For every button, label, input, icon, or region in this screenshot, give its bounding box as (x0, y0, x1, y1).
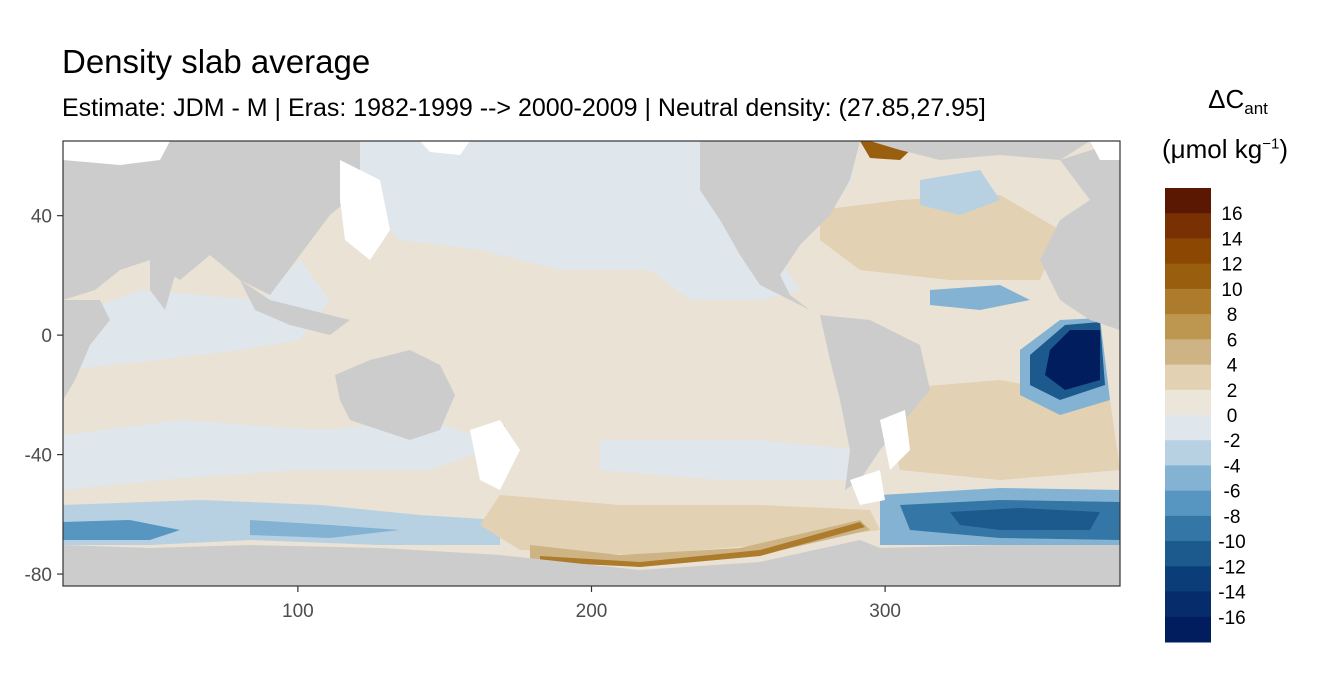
colorbar-swatch (1165, 364, 1211, 391)
y-tick-label: 0 (41, 326, 52, 347)
x-tick-label: 300 (869, 601, 901, 622)
no-data-tasman (470, 420, 520, 490)
no-data-bering (420, 141, 470, 155)
colorbar-tick-label: 14 (1221, 229, 1243, 250)
colorbar-tick-label: -10 (1218, 532, 1245, 553)
colorbar-tick-label: -4 (1224, 456, 1241, 477)
colorbar-swatch (1165, 515, 1211, 542)
chart-subtitle: Estimate: JDM - M | Eras: 1982-1999 --> … (62, 94, 986, 122)
no-data-asia-margin (340, 160, 390, 260)
colorbar-tick-label: 8 (1227, 305, 1238, 326)
colorbar-swatch (1165, 541, 1211, 567)
colorbar-swatch (1165, 213, 1211, 239)
x-tick-label: 100 (282, 601, 314, 622)
region-southern-indian-deep (63, 520, 180, 540)
legend-title-delta: ΔC (1208, 84, 1245, 114)
legend-title-unit: (μmol kg−1) (1162, 134, 1322, 165)
chart-title: Density slab average (62, 43, 371, 80)
y-tick-label: 40 (31, 207, 52, 228)
colorbar-tick-label: 6 (1227, 330, 1238, 351)
land-africa-east (63, 300, 110, 400)
colorbar-tick-label: -2 (1224, 431, 1241, 452)
no-data-arctic (63, 141, 170, 165)
y-tick-label: -80 (25, 565, 52, 586)
region-weddell-deep (950, 508, 1100, 530)
no-data-layer (63, 141, 1120, 505)
region-southern-indian-deep-2 (250, 520, 400, 538)
land-layer (63, 141, 1120, 586)
no-data-hudson (1090, 141, 1120, 160)
legend-unit-prefix: (μmol kg (1162, 134, 1263, 164)
colorbar-tick-label: 0 (1227, 406, 1238, 427)
legend-unit-suffix: ) (1279, 134, 1288, 164)
region-labrador-sea (920, 170, 1000, 215)
colorbar-swatch (1165, 415, 1211, 441)
land-south-america (820, 315, 930, 490)
legend-title-symbol: ΔCant (1168, 84, 1308, 119)
colorbar-tick-label: 2 (1227, 381, 1238, 402)
land-se-asia (240, 280, 350, 335)
colorbar-swatch (1165, 339, 1211, 366)
no-data-chile (850, 470, 885, 505)
region-ross-shelf-edge (540, 522, 865, 567)
region-south-pacific-band (600, 440, 860, 480)
colorbar-swatch (1165, 263, 1211, 290)
colorbar-tick-label: -6 (1224, 482, 1241, 503)
colorbar-tick-label: -12 (1218, 557, 1245, 578)
colorbar-tick-label: -8 (1224, 507, 1241, 528)
region-north-atlantic-tan (820, 195, 1060, 280)
land-greenland (870, 141, 1090, 160)
colorbar-swatch (1165, 238, 1211, 265)
colorbar-tick-label: 12 (1221, 255, 1242, 276)
map-field-layer (63, 141, 1120, 586)
colorbar-tick-label: 16 (1221, 204, 1242, 225)
colorbar-tick-label: 4 (1227, 356, 1238, 377)
colorbar-tick-label: 10 (1221, 280, 1242, 301)
y-tick-label: -40 (25, 446, 52, 467)
colorbar-swatch (1165, 616, 1211, 643)
colorbar-swatch (1165, 314, 1211, 340)
x-tick-label: 200 (576, 601, 608, 622)
region-angola-core (1045, 330, 1100, 390)
colorbar-swatch (1165, 465, 1211, 492)
region-south-indian-band (63, 420, 500, 490)
land-antarctica (63, 540, 1120, 586)
land-india (150, 260, 175, 310)
land-asia (63, 141, 360, 300)
colorbar-swatch (1165, 288, 1211, 315)
land-north-america (700, 141, 860, 315)
legend-title-subscript: ant (1244, 99, 1268, 118)
no-data-argentina-shelf (880, 410, 910, 470)
colorbar: 16 14 12 10 8 6 4 2 0 -2 -4 -6 -8 -10 -12 -14 -16 (1165, 188, 1246, 643)
colorbar-swatch (1165, 389, 1211, 416)
colorbar-tick-label: -14 (1218, 583, 1246, 604)
legend-unit-exponent: −1 (1262, 135, 1280, 153)
colorbar-tick-label: -16 (1218, 608, 1245, 629)
land-europe-africa (1040, 141, 1120, 330)
colorbar-swatch (1165, 440, 1211, 466)
region-indian-negative-band (63, 260, 330, 370)
colorbar-swatch (1165, 591, 1211, 618)
colorbar-swatch (1165, 566, 1211, 593)
land-australia (335, 350, 455, 440)
region-north-atlantic-blue-band (930, 285, 1030, 310)
colorbar-swatch (1165, 188, 1211, 214)
colorbar-swatch (1165, 490, 1211, 517)
